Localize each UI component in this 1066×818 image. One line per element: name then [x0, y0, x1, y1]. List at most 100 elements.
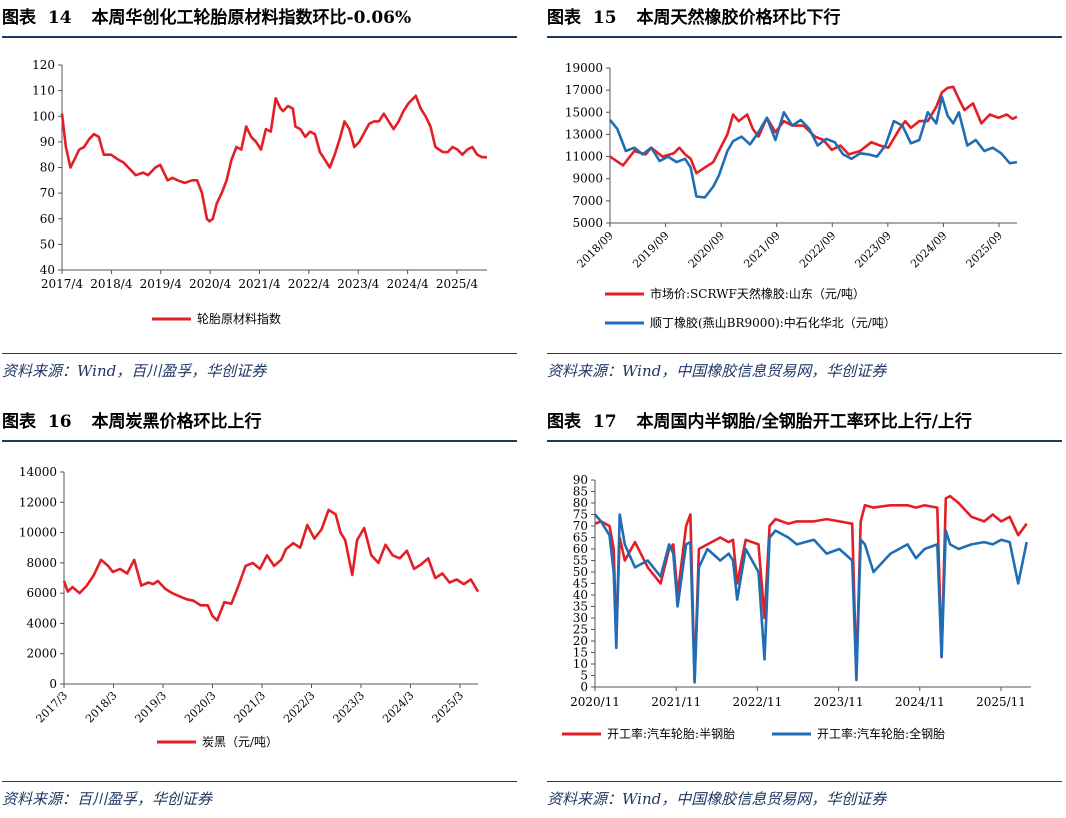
y-tick-label: 50 [573, 565, 588, 579]
series-line-primary [62, 508, 480, 622]
figure-heading: 本周炭黑价格环比上行 [91, 412, 262, 432]
figure-title: 图表 16 本周炭黑价格环比上行 [2, 404, 517, 442]
y-tick-label: 110 [32, 84, 55, 98]
chart-panel-16: 图表 16 本周炭黑价格环比上行 0 2000 4000 6000 8000 10000 1… [2, 404, 517, 813]
y-tick-label: 90 [573, 473, 588, 487]
figure-title: 图表 14 本周华创化工轮胎原材料指数环比-0.06% [2, 0, 517, 38]
y-tick-label: 2000 [26, 647, 57, 661]
legend-label: 市场价:SCRWF天然橡胶:山东（元/吨） [650, 286, 865, 301]
chart-panel-17: 图表 17 本周国内半钢胎/全钢胎开工率环比上行/上行 0 5 10 15 20 25 30… [547, 404, 1062, 813]
y-tick-label: 35 [573, 600, 588, 614]
y-tick-label: 8000 [26, 556, 57, 570]
y-tick-label: 80 [40, 161, 55, 175]
series-line-primary [60, 94, 487, 223]
x-tick-label: 2022/11 [732, 695, 782, 709]
chart-panel-14: 图表 14 本周华创化工轮胎原材料指数环比-0.06% 40 50 60 70 80 90… [2, 0, 517, 409]
x-tick-label: 2019/4 [140, 277, 183, 291]
figure-number: 16 [47, 412, 72, 432]
x-tick-label: 2020/09 [686, 229, 728, 271]
y-tick-label: 20 [573, 634, 588, 648]
y-tick-label: 30 [573, 611, 588, 625]
y-tick-label: 120 [32, 58, 55, 72]
y-tick-label: 60 [40, 212, 55, 226]
x-tick-label: 2022/4 [288, 277, 331, 291]
y-tick-label: 0 [49, 677, 57, 691]
x-tick-label: 2022/3 [281, 689, 318, 726]
y-tick-label: 70 [573, 519, 588, 533]
y-tick-label: 12000 [19, 495, 57, 509]
x-tick-label: 2025/4 [436, 277, 479, 291]
x-tick-label: 2018/4 [90, 277, 133, 291]
x-tick-label: 2020/4 [189, 277, 232, 291]
x-tick-label: 2019/09 [630, 229, 672, 271]
legend-label: 开工率:汽车轮胎:全钢胎 [817, 726, 945, 741]
chart-panel-15: 图表 15 本周天然橡胶价格环比下行 5000 7000 9000 11000 1300… [547, 0, 1062, 409]
y-tick-label: 55 [573, 554, 588, 568]
y-tick-label: 80 [573, 496, 588, 510]
x-tick-label: 2024/09 [908, 229, 950, 271]
figure-heading: 本周国内半钢胎/全钢胎开工率环比上行/上行 [636, 412, 972, 432]
y-tick-label: 75 [573, 508, 588, 522]
y-tick-label: 50 [40, 237, 55, 251]
y-tick-label: 0 [580, 680, 588, 694]
x-tick-label: 2021/4 [238, 277, 281, 291]
x-tick-label: 2023/09 [852, 229, 894, 271]
x-tick-label: 2023/3 [331, 689, 368, 726]
figure-number: 17 [592, 412, 617, 432]
y-tick-label: 40 [573, 588, 588, 602]
y-tick-label: 70 [40, 186, 55, 200]
source-note: 资料来源：Wind，中国橡胶信息贸易网，华创证券 [547, 353, 1062, 381]
legend-label: 顺丁橡胶(燕山BR9000):中石化华北（元/吨） [650, 315, 896, 330]
figure-title: 图表 17 本周国内半钢胎/全钢胎开工率环比上行/上行 [547, 404, 1062, 442]
y-tick-label: 5 [580, 669, 588, 683]
x-tick-label: 2021/11 [651, 695, 701, 709]
x-tick-label: 2021/09 [741, 229, 783, 271]
series-line-secondary [594, 513, 1028, 684]
y-tick-label: 6000 [26, 586, 57, 600]
x-tick-label: 2018/09 [575, 229, 617, 271]
y-tick-label: 9000 [572, 172, 603, 186]
y-tick-label: 85 [573, 485, 588, 499]
source-note: 资料来源：Wind，中国橡胶信息贸易网，华创证券 [547, 781, 1062, 809]
y-tick-label: 13000 [565, 127, 603, 141]
x-tick-label: 2025/09 [964, 229, 1006, 271]
x-tick-label: 2025/3 [430, 689, 467, 726]
x-tick-label: 2017/4 [41, 277, 84, 291]
figure-number: 14 [47, 8, 72, 28]
y-tick-label: 65 [573, 531, 588, 545]
y-tick-label: 15000 [565, 105, 603, 119]
chart-svg: 0 2000 4000 6000 8000 10000 12000 14000 2017/3 20… [19, 465, 480, 749]
x-tick-label: 2022/09 [797, 229, 839, 271]
x-tick-label: 2018/3 [83, 689, 120, 726]
figure-heading: 本周华创化工轮胎原材料指数环比-0.06% [91, 8, 412, 28]
chart-svg: 40 50 60 70 80 90 100 110 120 2017/4 2018/4 2019/4 2… [32, 58, 487, 326]
source-note: 资料来源：Wind，百川盈孚，华创证券 [2, 353, 517, 381]
series-line-primary [609, 85, 1018, 175]
y-tick-label: 19000 [565, 61, 603, 75]
source-note: 资料来源：百川盈孚，华创证券 [2, 781, 517, 809]
x-tick-label: 2020/3 [182, 689, 219, 726]
y-tick-label: 100 [32, 109, 55, 123]
y-tick-label: 15 [573, 646, 588, 660]
y-tick-label: 45 [573, 577, 588, 591]
legend-label: 开工率:汽车轮胎:半钢胎 [607, 726, 735, 741]
y-tick-label: 10 [573, 657, 588, 671]
y-tick-label: 4000 [26, 616, 57, 630]
y-tick-label: 25 [573, 623, 588, 637]
y-tick-label: 90 [40, 135, 55, 149]
y-tick-label: 14000 [19, 465, 57, 479]
figure-number: 15 [592, 8, 617, 28]
x-tick-label: 2024/11 [895, 695, 945, 709]
figure-title: 图表 15 本周天然橡胶价格环比下行 [547, 0, 1062, 38]
y-tick-label: 17000 [565, 83, 603, 97]
chart-svg: 5000 7000 9000 11000 13000 15000 17000 19000 201… [565, 61, 1018, 330]
y-tick-label: 10000 [19, 526, 57, 540]
series-line-primary [594, 494, 1028, 682]
x-tick-label: 2021/3 [232, 689, 269, 726]
y-tick-label: 5000 [572, 216, 603, 230]
y-tick-label: 7000 [572, 194, 603, 208]
y-tick-label: 40 [40, 263, 55, 277]
x-tick-label: 2019/3 [133, 689, 170, 726]
x-tick-label: 2017/3 [34, 689, 71, 726]
